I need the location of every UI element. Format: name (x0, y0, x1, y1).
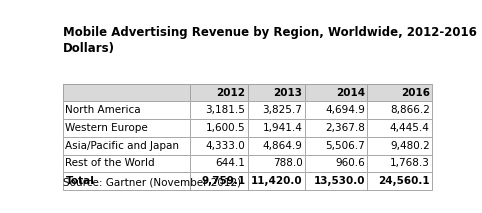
Bar (367, 102, 432, 119)
Bar (367, 137, 432, 155)
Text: 2012: 2012 (216, 88, 245, 98)
Bar (248, 102, 305, 119)
Bar (248, 172, 305, 190)
Bar (305, 84, 367, 102)
Bar (63, 137, 190, 155)
Text: 788.0: 788.0 (273, 158, 303, 168)
Text: 5,506.7: 5,506.7 (325, 141, 365, 151)
Bar (63, 84, 190, 102)
Text: Rest of the World: Rest of the World (66, 158, 155, 168)
Text: 2,367.8: 2,367.8 (325, 123, 365, 133)
Bar (305, 119, 367, 137)
Bar (248, 119, 305, 137)
Bar (248, 84, 305, 102)
Bar (305, 172, 367, 190)
Bar (248, 137, 305, 155)
Bar (190, 84, 248, 102)
Text: 2013: 2013 (273, 88, 303, 98)
Text: Mobile Advertising Revenue by Region, Worldwide, 2012-2016 (Millions of
Dollars): Mobile Advertising Revenue by Region, Wo… (63, 26, 482, 55)
Text: 4,694.9: 4,694.9 (325, 105, 365, 115)
Bar (305, 84, 367, 102)
Bar (190, 172, 248, 190)
Text: 11,420.0: 11,420.0 (251, 176, 303, 186)
Text: 3,181.5: 3,181.5 (205, 105, 245, 115)
Bar (190, 137, 248, 155)
Bar (367, 172, 432, 190)
Bar (190, 155, 248, 172)
Bar (63, 155, 190, 172)
Bar (305, 172, 367, 190)
Bar (305, 119, 367, 137)
Text: North America: North America (66, 105, 141, 115)
Text: 3,825.7: 3,825.7 (263, 105, 303, 115)
Bar (367, 119, 432, 137)
Text: 1,600.5: 1,600.5 (206, 123, 245, 133)
Bar (248, 155, 305, 172)
Bar (367, 84, 432, 102)
Text: 644.1: 644.1 (215, 158, 245, 168)
Bar (248, 137, 305, 155)
Text: Western Europe: Western Europe (66, 123, 148, 133)
Bar (367, 137, 432, 155)
Bar (305, 155, 367, 172)
Bar (190, 84, 248, 102)
Bar (63, 155, 190, 172)
Bar (63, 172, 190, 190)
Bar (248, 172, 305, 190)
Text: 2016: 2016 (401, 88, 429, 98)
Text: Total: Total (66, 176, 94, 186)
Bar (63, 84, 190, 102)
Text: 4,864.9: 4,864.9 (263, 141, 303, 151)
Bar (305, 137, 367, 155)
Text: 1,941.4: 1,941.4 (263, 123, 303, 133)
Bar (248, 102, 305, 119)
Bar (248, 119, 305, 137)
Text: 24,560.1: 24,560.1 (378, 176, 429, 186)
Bar (63, 119, 190, 137)
Bar (63, 102, 190, 119)
Text: Asia/Pacific and Japan: Asia/Pacific and Japan (66, 141, 179, 151)
Text: 4,333.0: 4,333.0 (206, 141, 245, 151)
Bar (367, 172, 432, 190)
Bar (305, 137, 367, 155)
Bar (190, 119, 248, 137)
Bar (63, 172, 190, 190)
Bar (305, 102, 367, 119)
Bar (190, 137, 248, 155)
Bar (63, 137, 190, 155)
Text: 13,530.0: 13,530.0 (314, 176, 365, 186)
Text: 8,866.2: 8,866.2 (390, 105, 429, 115)
Bar (190, 102, 248, 119)
Text: 2014: 2014 (336, 88, 365, 98)
Text: 960.6: 960.6 (335, 158, 365, 168)
Bar (367, 155, 432, 172)
Bar (190, 102, 248, 119)
Bar (190, 172, 248, 190)
Bar (190, 155, 248, 172)
Bar (367, 119, 432, 137)
Bar (190, 119, 248, 137)
Bar (367, 84, 432, 102)
Bar (63, 119, 190, 137)
Bar (248, 84, 305, 102)
Bar (367, 102, 432, 119)
Bar (248, 155, 305, 172)
Text: 4,445.4: 4,445.4 (390, 123, 429, 133)
Bar (305, 155, 367, 172)
Text: Source: Gartner (November 2012): Source: Gartner (November 2012) (63, 178, 241, 188)
Text: 9,480.2: 9,480.2 (390, 141, 429, 151)
Text: 9,759.1: 9,759.1 (201, 176, 245, 186)
Bar (305, 102, 367, 119)
Text: 1,768.3: 1,768.3 (390, 158, 429, 168)
Bar (367, 155, 432, 172)
Bar (63, 102, 190, 119)
